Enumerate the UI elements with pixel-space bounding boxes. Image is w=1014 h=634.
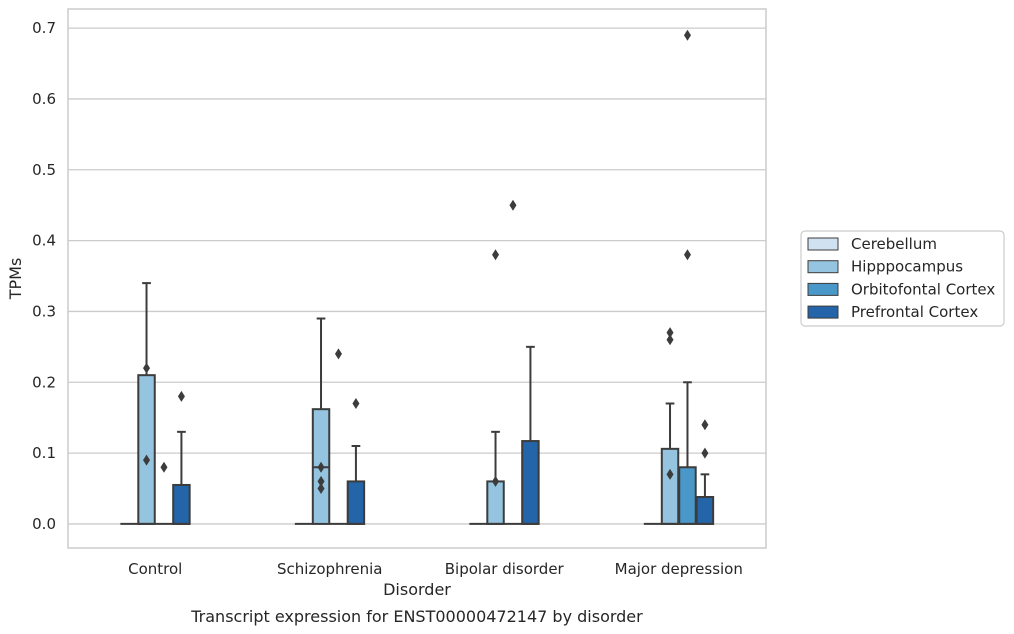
plot-frame bbox=[67, 8, 767, 549]
outlier-point bbox=[492, 475, 500, 487]
legend-label: Cerebellum bbox=[851, 235, 937, 253]
box-control-hipppocampus bbox=[137, 282, 156, 525]
x-tick-label: Control bbox=[128, 560, 182, 578]
grid-layer bbox=[68, 27, 766, 525]
box-rect bbox=[137, 374, 156, 525]
outlier-point bbox=[143, 362, 151, 374]
outlier-point bbox=[701, 447, 709, 459]
legend-swatch bbox=[807, 305, 839, 319]
outlier-point bbox=[666, 468, 674, 480]
box-bipolar-disorder-hipppocampus bbox=[486, 249, 505, 525]
outlier-point bbox=[352, 398, 360, 410]
x-tick-label: Schizophrenia bbox=[277, 560, 382, 578]
box-bipolar-disorder-orbitofontal-cortex bbox=[504, 199, 522, 525]
outlier-point bbox=[317, 461, 325, 473]
y-tick-label: 0.4 bbox=[32, 232, 56, 250]
y-tick-label: 0.6 bbox=[32, 90, 56, 108]
y-tick-label: 0.1 bbox=[32, 444, 56, 462]
x-tick-label: Bipolar disorder bbox=[445, 560, 565, 578]
box-rect bbox=[346, 480, 366, 525]
y-tick-label: 0.2 bbox=[32, 373, 56, 391]
outlier-point bbox=[666, 334, 674, 346]
y-tick-label: 0.3 bbox=[32, 302, 56, 320]
box-layer bbox=[120, 29, 715, 525]
outlier-point bbox=[701, 419, 709, 431]
box-rect bbox=[172, 483, 191, 525]
y-tick-label: 0.0 bbox=[32, 515, 56, 533]
outlier-point bbox=[666, 327, 674, 339]
box-rect bbox=[486, 480, 505, 525]
legend-swatch bbox=[807, 237, 839, 251]
box-bipolar-disorder-prefrontal-cortex bbox=[521, 345, 540, 525]
legend-frame bbox=[800, 230, 1005, 327]
outlier-point bbox=[334, 348, 342, 360]
outlier-point bbox=[160, 461, 168, 473]
x-tick-label: Major depression bbox=[615, 560, 743, 578]
y-tick-label: 0.5 bbox=[32, 161, 56, 179]
box-control-prefrontal-cortex bbox=[172, 390, 191, 525]
outlier-point bbox=[317, 483, 325, 495]
box-rect bbox=[695, 496, 715, 525]
legend-label: Orbitofontal Cortex bbox=[851, 280, 995, 298]
outlier-point bbox=[317, 475, 325, 487]
y-tick-labels: 0.0 0.1 0.2 0.3 0.4 0.5 0.6 0.7 bbox=[32, 19, 56, 533]
x-tick-labels: Control Schizophrenia Bipolar disorder Majo… bbox=[128, 560, 743, 578]
chart-title: Transcript expression for ENST0000047214… bbox=[190, 607, 643, 626]
outlier-point bbox=[177, 390, 185, 402]
legend-swatch bbox=[807, 282, 839, 296]
x-axis-label: Disorder bbox=[383, 580, 451, 599]
box-major-depression-orbitofontal-cortex bbox=[678, 29, 697, 525]
legend: Cerebellum Hipppocampus Orbitofontal Corte… bbox=[800, 230, 1005, 327]
legend-swatch bbox=[807, 260, 839, 274]
outlier-point bbox=[492, 249, 500, 261]
box-rect bbox=[521, 440, 540, 525]
box-control-orbitofontal-cortex bbox=[155, 461, 173, 525]
legend-label: Hipppocampus bbox=[851, 258, 963, 276]
y-tick-label: 0.7 bbox=[32, 19, 56, 37]
outlier-point bbox=[683, 29, 691, 41]
outlier-point bbox=[509, 199, 517, 211]
outlier-point bbox=[683, 249, 691, 261]
box-rect bbox=[660, 447, 680, 525]
box-schizophrenia-prefrontal-cortex bbox=[346, 398, 366, 525]
outlier-point bbox=[143, 454, 151, 466]
box-rect bbox=[678, 466, 697, 525]
box-major-depression-prefrontal-cortex bbox=[695, 419, 715, 525]
box-schizophrenia-hipppocampus bbox=[311, 317, 331, 525]
legend-label: Prefrontal Cortex bbox=[851, 303, 978, 321]
box-schizophrenia-orbitofontal-cortex bbox=[329, 348, 348, 525]
y-axis-label: TPMs bbox=[6, 258, 25, 301]
box-major-depression-hipppocampus bbox=[660, 327, 680, 525]
